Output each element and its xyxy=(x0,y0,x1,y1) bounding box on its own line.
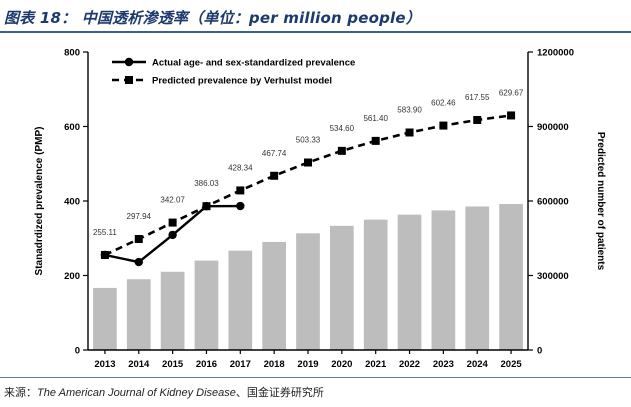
x-tick-label-2017: 2017 xyxy=(230,359,251,370)
legend-actual-label: Actual age- and sex-standardized prevale… xyxy=(152,58,355,69)
actual-marker-2017 xyxy=(236,201,245,211)
data-label-2025: 629.67 xyxy=(499,88,524,97)
x-tick-label-2022: 2022 xyxy=(399,359,420,370)
left-tick-label: 400 xyxy=(64,197,80,208)
actual-marker-2013 xyxy=(100,250,110,260)
x-tick-label-2014: 2014 xyxy=(128,359,150,370)
data-label-2023: 602.46 xyxy=(431,99,456,108)
right-tick-label: 600000 xyxy=(537,197,569,208)
predicted-marker-2022 xyxy=(405,128,414,137)
predicted-marker-2025 xyxy=(507,111,516,120)
predicted-marker-2023 xyxy=(439,121,448,130)
bar-2016 xyxy=(194,260,219,350)
right-tick-label: 1200000 xyxy=(537,48,574,59)
title-divider xyxy=(0,31,631,33)
bar-2022 xyxy=(397,214,422,350)
data-label-2021: 561.40 xyxy=(363,114,388,123)
data-label-2020: 534.60 xyxy=(330,124,355,133)
right-axis-title: Predicted number of patients xyxy=(595,132,606,271)
left-tick-label: 200 xyxy=(64,271,80,282)
source-suffix: 、国金证券研究所 xyxy=(235,387,324,399)
predicted-marker-2019 xyxy=(304,158,312,167)
x-tick-label-2023: 2023 xyxy=(433,359,454,370)
predicted-marker-2021 xyxy=(371,136,380,145)
x-tick-label-2018: 2018 xyxy=(264,359,285,370)
x-tick-label-2015: 2015 xyxy=(162,359,184,370)
data-label-2019: 503.33 xyxy=(296,136,321,145)
data-label-2016: 386.03 xyxy=(194,179,219,188)
figure-title: 图表 18： 中国透析渗透率（单位：per million people） xyxy=(4,9,421,27)
x-tick-label-2019: 2019 xyxy=(297,359,318,370)
left-tick-label: 800 xyxy=(64,48,80,59)
source-note: 来源：The American Journal of Kidney Diseas… xyxy=(4,384,324,400)
right-tick-label: 900000 xyxy=(537,122,569,133)
legend-predicted-marker xyxy=(125,76,133,84)
bar-2018 xyxy=(262,241,286,350)
bar-2014 xyxy=(126,279,151,350)
bar-2015 xyxy=(160,271,185,350)
x-tick-label-2025: 2025 xyxy=(501,359,523,370)
actual-marker-2014 xyxy=(134,257,143,267)
source-prefix: 来源： xyxy=(4,387,37,399)
actual-marker-2016 xyxy=(202,202,211,211)
data-label-2013: 255.11 xyxy=(93,228,117,237)
bar-2013 xyxy=(93,287,117,350)
x-tick-label-2021: 2021 xyxy=(365,359,387,370)
x-tick-label-2020: 2020 xyxy=(331,359,352,370)
predicted-marker-2024 xyxy=(473,115,482,124)
x-tick-label-2024: 2024 xyxy=(467,359,489,370)
data-label-2018: 467.74 xyxy=(262,149,287,158)
x-tick-label-2013: 2013 xyxy=(94,359,115,370)
data-label-2014: 297.94 xyxy=(127,212,152,221)
predicted-marker-2020 xyxy=(337,146,346,155)
actual-marker-2015 xyxy=(168,230,177,240)
right-tick-label: 0 xyxy=(537,346,542,357)
bar-2025 xyxy=(499,203,523,350)
predicted-marker-2015 xyxy=(168,218,177,227)
footer-divider xyxy=(0,377,631,378)
source-journal: The American Journal of Kidney Disease xyxy=(37,387,236,399)
bar-2024 xyxy=(465,206,490,350)
chart: 0 200 400 600 800 0 300000 600000 900000 1200000 2… xyxy=(34,48,606,371)
bar-2023 xyxy=(431,210,456,350)
data-label-2017: 428.34 xyxy=(228,163,253,172)
data-label-2022: 583.90 xyxy=(397,105,422,114)
x-tick-label-2016: 2016 xyxy=(196,359,217,370)
legend-predicted-label: Predicted prevalence by Verhulst model xyxy=(152,76,332,87)
legend-actual-marker xyxy=(124,57,134,67)
bar-2021 xyxy=(363,219,388,350)
left-axis-title: Stanadrdized prevalence (PMP) xyxy=(34,127,45,276)
left-tick-label: 0 xyxy=(75,346,80,357)
bar-2019 xyxy=(296,233,320,350)
data-label-2024: 617.55 xyxy=(465,93,490,102)
predicted-marker-2017 xyxy=(236,186,245,195)
predicted-marker-2018 xyxy=(270,171,279,180)
right-tick-label: 300000 xyxy=(537,271,569,282)
predicted-marker-2014 xyxy=(134,235,143,244)
bar-2017 xyxy=(228,250,253,350)
data-label-2015: 342.07 xyxy=(160,196,185,205)
bar-2020 xyxy=(330,225,354,350)
left-tick-label: 600 xyxy=(64,122,80,133)
